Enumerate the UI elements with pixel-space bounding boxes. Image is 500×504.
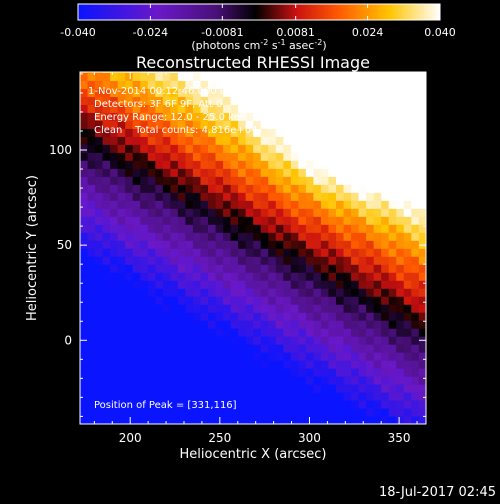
colorbar-tick-label: 0.0081 xyxy=(276,26,315,39)
annotation-energy-range: Energy Range: 12.0 - 25.0 keV xyxy=(94,112,247,123)
colorbar-ticks: -0.040 -0.024 -0.0081 0.0081 0.024 0.040 xyxy=(60,4,456,39)
x-tick-label: 250 xyxy=(208,431,231,445)
annotation-time-range: 1-Nov-2014 00:12:46.000 to 00:22:46.000 xyxy=(88,86,300,97)
y-tick-label: 50 xyxy=(57,238,72,252)
x-tick-label: 300 xyxy=(298,431,321,445)
colorbar-tick-label: -0.040 xyxy=(60,26,95,39)
colorbar-tick-label: -0.024 xyxy=(133,26,168,39)
colorbar-gradient xyxy=(77,3,441,21)
colorbar-tick-label: -0.0081 xyxy=(201,26,243,39)
timestamp: 18-Jul-2017 02:45 xyxy=(379,485,496,500)
heatmap-image xyxy=(80,72,426,424)
chart-title: Reconstructed RHESSI Image xyxy=(136,53,370,72)
y-axis-label: Heliocentric Y (arcsec) xyxy=(25,175,40,321)
annotation-detectors: Detectors: 3F 6F 9F, Att 0 xyxy=(94,99,222,110)
y-tick-label: 0 xyxy=(64,333,72,347)
y-tick-label: 100 xyxy=(49,143,72,157)
x-tick-label: 350 xyxy=(388,431,411,445)
colorbar-tick-label: 0.040 xyxy=(424,26,456,39)
colorbar-units: (photons cm-2 s-1 asec-2) xyxy=(191,38,326,52)
colorbar: -0.040 -0.024 -0.0081 0.0081 0.024 0.040 (pho… xyxy=(60,3,456,52)
annotations: 1-Nov-2014 00:12:46.000 to 00:22:46.000 … xyxy=(88,86,300,411)
x-axis-label: Heliocentric X (arcsec) xyxy=(180,447,327,462)
x-axis-ticks: 200 250 300 350 xyxy=(93,72,418,445)
y-axis-ticks: 0 50 100 xyxy=(49,73,426,417)
colorbar-tick-label: 0.024 xyxy=(352,26,384,39)
plot-frame xyxy=(79,71,427,425)
x-tick-label: 200 xyxy=(119,431,142,445)
annotation-clean-counts: Clean Total counts: 4.816e+04 xyxy=(94,125,257,136)
annotation-peak-position: Position of Peak = [331,116] xyxy=(94,400,237,411)
